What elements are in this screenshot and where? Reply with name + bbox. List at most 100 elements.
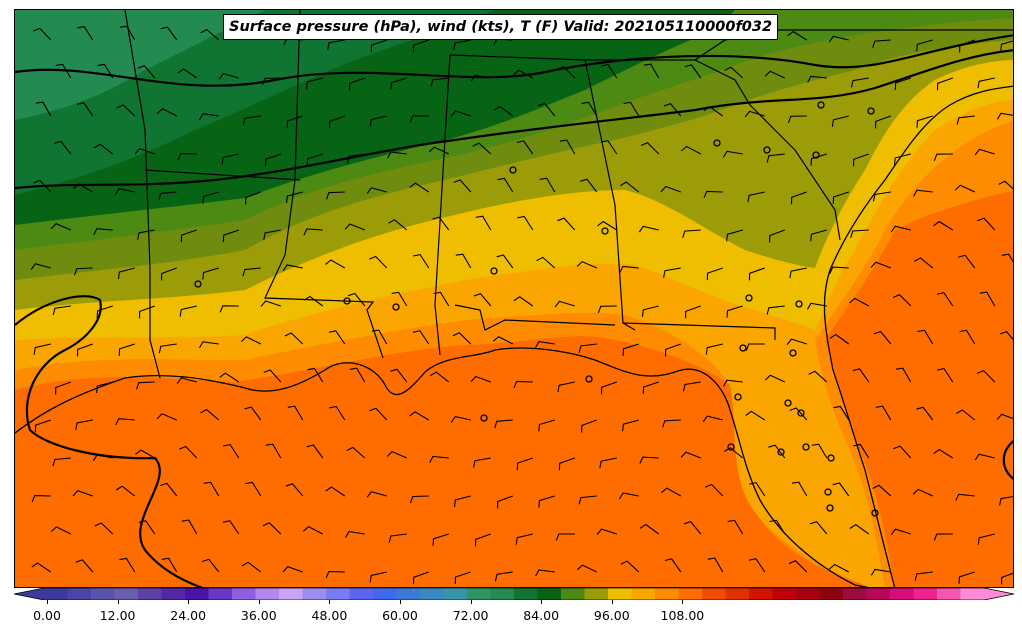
calm-station-2 xyxy=(392,303,400,311)
wind-barb-234 xyxy=(808,370,828,383)
wind-barb-134 xyxy=(638,225,659,233)
wind-barb-284 xyxy=(893,445,912,459)
wind-barb-113 xyxy=(747,191,765,203)
wind-barb-160 xyxy=(706,267,723,281)
wind-barb-72 xyxy=(54,140,72,155)
wind-barb-48 xyxy=(35,101,52,117)
wind-barb-243 xyxy=(156,413,178,421)
wind-barb-139 xyxy=(850,229,869,238)
wind-barb-174 xyxy=(303,295,324,307)
wind-barb-219 xyxy=(176,377,197,384)
wind-barb-358 xyxy=(958,571,975,584)
wind-barb-238 xyxy=(976,369,996,383)
wind-barb-216 xyxy=(55,381,71,395)
calm-station-0 xyxy=(194,280,202,288)
calm-station-22 xyxy=(480,414,488,422)
wind-barb-231 xyxy=(682,381,701,392)
wind-barb-317 xyxy=(262,522,282,535)
colorbar-segment-28 xyxy=(702,588,726,600)
wind-barb-155 xyxy=(496,254,514,269)
wind-barb-110 xyxy=(619,181,640,193)
wind-barb-102 xyxy=(286,191,303,204)
wind-barb-112 xyxy=(703,190,723,199)
isobar-3 xyxy=(1002,440,1013,480)
wind-barb-2 xyxy=(119,25,136,41)
colorbar-tick-mark xyxy=(541,600,543,604)
wind-barb-260 xyxy=(875,405,892,421)
colorbar-tick-mark xyxy=(188,600,190,604)
wind-barb-104 xyxy=(366,187,387,194)
wind-barb-300 xyxy=(538,495,555,508)
wind-barb-142 xyxy=(977,217,996,231)
colorbar-tick-labels: 0.00 12.00 24.00 36.00 48.00 60.00 72.00 84.00 9… xyxy=(14,600,1014,630)
wind-barb-226 xyxy=(470,375,491,383)
wind-barb-90 xyxy=(810,153,827,166)
wind-barb-116 xyxy=(872,191,891,202)
wind-barb-214 xyxy=(959,329,976,345)
wind-barb-146 xyxy=(117,267,135,280)
wind-barb-153 xyxy=(413,253,430,269)
wind-barb-283 xyxy=(853,443,870,459)
state-boundary-5 xyxy=(585,59,841,241)
wind-barb-282 xyxy=(811,443,828,459)
colorbar-tick-mark xyxy=(117,600,119,604)
colorbar-tick-mark xyxy=(682,600,684,604)
wind-barb-165 xyxy=(914,257,934,269)
wind-barb-74 xyxy=(134,147,155,155)
colorbar-segment-11 xyxy=(302,588,327,600)
colorbar-segment-18 xyxy=(467,588,491,600)
colorbar-tick-label: 108.00 xyxy=(660,608,705,623)
state-boundary-3 xyxy=(434,54,451,356)
wind-barb-166 xyxy=(958,254,976,269)
wind-barb-39 xyxy=(684,64,702,79)
wind-barb-294 xyxy=(285,483,304,497)
wind-barb-28 xyxy=(218,72,239,80)
wind-barb-346 xyxy=(454,571,471,584)
wind-barb-212 xyxy=(873,330,892,345)
wind-barb-290 xyxy=(115,485,136,497)
wind-barb-209 xyxy=(745,343,765,351)
wind-barb-323 xyxy=(515,533,533,545)
wind-barb-176 xyxy=(391,291,408,307)
colorbar-tick-label: 24.00 xyxy=(170,608,207,623)
colorbar-segment-22 xyxy=(561,588,585,600)
wind-barb-159 xyxy=(663,267,681,278)
state-boundary-1 xyxy=(144,169,301,181)
colorbar-segment-26 xyxy=(655,588,679,600)
wind-barb-0 xyxy=(33,27,52,41)
wind-barb-343 xyxy=(325,571,345,579)
calm-station-8 xyxy=(812,151,820,159)
gulf-coastline xyxy=(15,347,869,587)
colorbar-segment-0 xyxy=(44,588,68,600)
wind-barb-31 xyxy=(349,77,365,91)
calm-station-21 xyxy=(827,454,835,462)
wind-barb-345 xyxy=(412,571,429,585)
wind-barb-131 xyxy=(517,215,534,231)
wind-barb-128 xyxy=(388,219,408,231)
wind-barb-34 xyxy=(470,74,491,82)
wind-barb-158 xyxy=(619,265,639,273)
wind-barb-340 xyxy=(202,558,220,573)
colorbar-tick-label: 96.00 xyxy=(593,608,630,623)
wind-barb-118 xyxy=(954,184,976,193)
wind-barb-83 xyxy=(516,140,534,155)
colorbar-tick-label: 60.00 xyxy=(382,608,418,623)
colorbar-tick-label: 36.00 xyxy=(240,608,277,623)
wind-barb-120 xyxy=(50,223,72,231)
colorbar-segment-27 xyxy=(678,588,703,600)
colorbar-segment-12 xyxy=(326,588,350,600)
wind-barb-295 xyxy=(325,486,346,497)
wind-barb-167 xyxy=(1001,253,1013,263)
wind-barb-77 xyxy=(264,153,281,167)
wind-barb-250 xyxy=(450,415,471,423)
colorbar-segment-3 xyxy=(114,588,139,600)
wind-barb-248 xyxy=(369,407,388,421)
wind-barb-84 xyxy=(559,139,576,155)
wind-barb-236 xyxy=(895,367,912,383)
wind-barb-330 xyxy=(809,521,828,535)
wind-barb-8 xyxy=(370,39,387,53)
wind-barb-100 xyxy=(202,191,219,204)
wind-barb-55 xyxy=(328,115,345,129)
wind-barb-162 xyxy=(789,267,807,279)
wind-barb-151 xyxy=(325,259,346,269)
